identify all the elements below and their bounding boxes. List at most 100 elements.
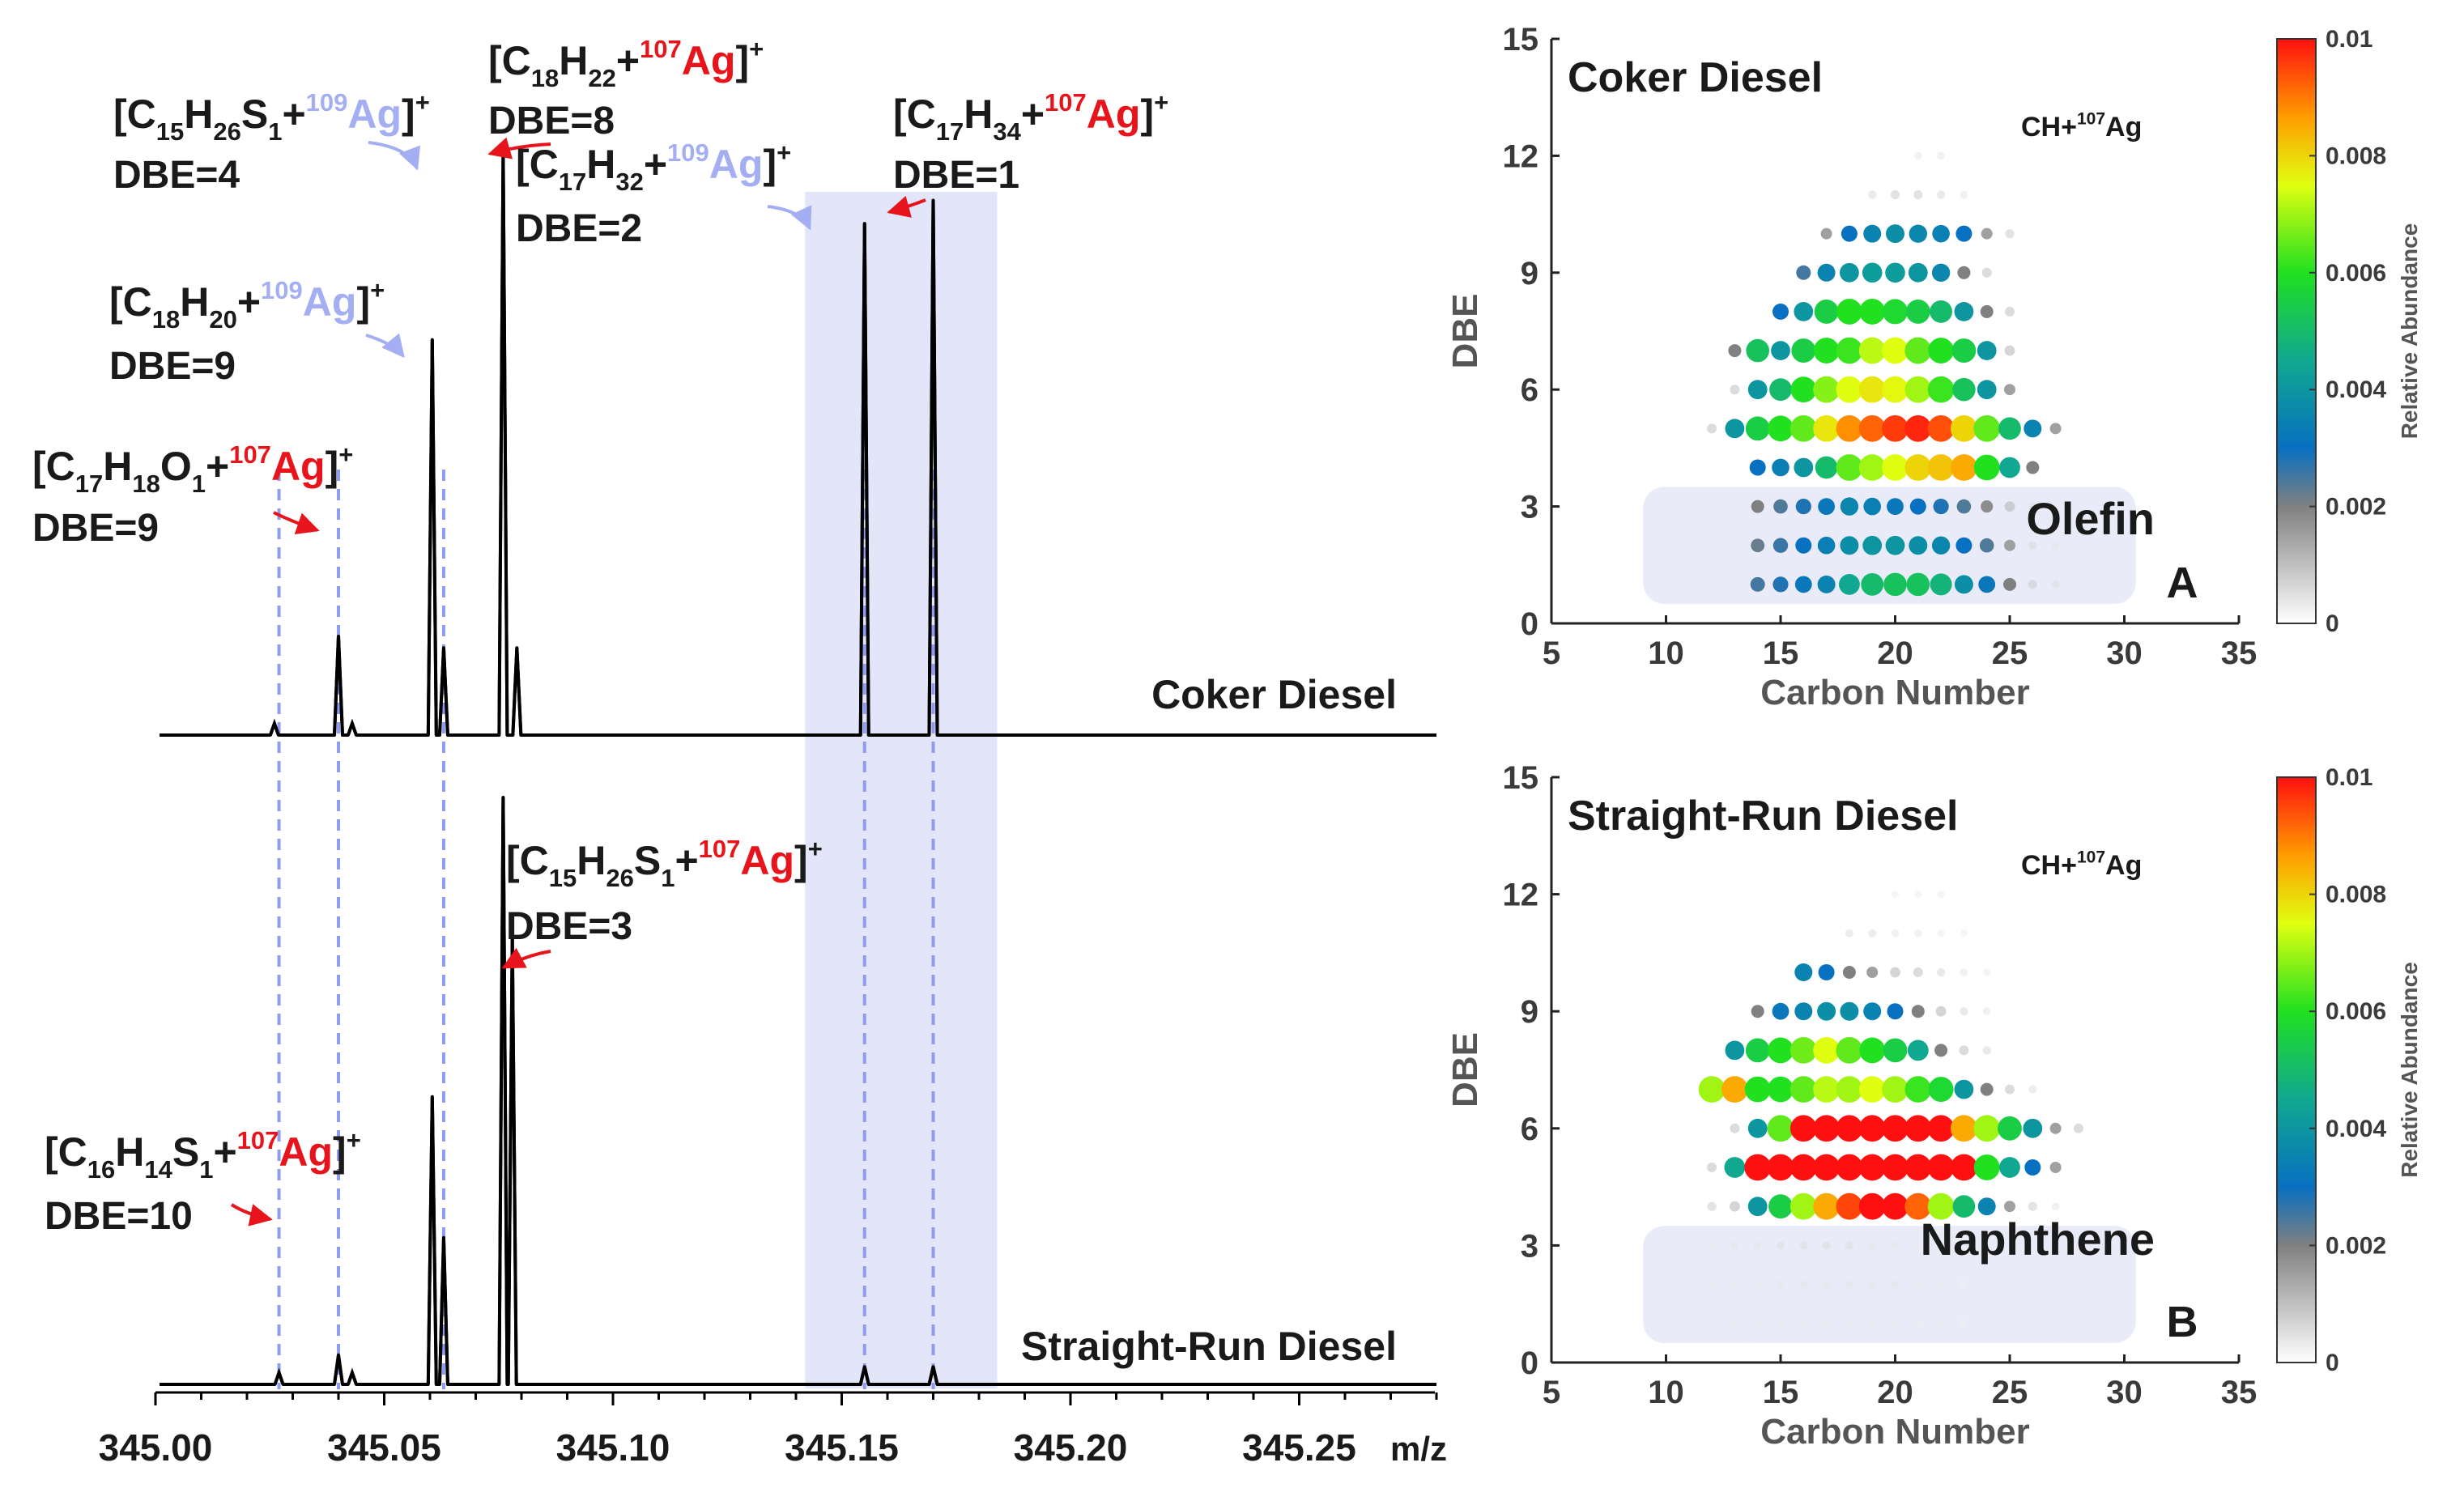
abundance-bubble — [1868, 1280, 1876, 1289]
y-tick-label: 12 — [1503, 138, 1539, 174]
mass-spectrum-panel: Coker Diesel Straight-Run Diesel 345.00 345… — [32, 35, 1447, 1469]
peak-annotation-dbe: DBE=8 — [488, 100, 615, 142]
spectrum-trace — [160, 796, 1436, 1386]
label-part: H — [115, 1129, 144, 1175]
annotation-arrow — [487, 137, 551, 159]
abundance-bubble — [1930, 300, 1953, 323]
abundance-bubble — [1886, 224, 1904, 244]
y-tick-label: 6 — [1521, 372, 1538, 408]
label-part: + — [237, 279, 261, 325]
colorbar-tick-label: 0.006 — [2326, 260, 2386, 287]
y-axis-title: DBE — [1445, 1032, 1485, 1107]
x-axis-title: Carbon Number — [1760, 673, 2029, 712]
abundance-bubble — [2005, 229, 2015, 239]
label-part: 26 — [606, 864, 633, 892]
abundance-bubble — [1957, 266, 1971, 279]
abundance-bubble — [1936, 967, 1946, 977]
abundance-bubble — [1960, 968, 1968, 976]
label-part: CH+ — [2021, 112, 2077, 142]
abundance-bubble — [1789, 1115, 1817, 1142]
abundance-bubble — [1744, 1076, 1771, 1103]
abundance-bubble — [1956, 499, 1972, 514]
peak-annotation-dbe: DBE=3 — [506, 905, 632, 948]
abundance-bubble — [2004, 1201, 2015, 1213]
abundance-bubble — [1937, 1320, 1945, 1328]
abundance-bubble — [1815, 456, 1838, 479]
label-part: ] — [1140, 91, 1154, 137]
label-part: + — [347, 1126, 361, 1154]
label-part: H — [964, 91, 993, 137]
abundance-bubble — [1744, 1154, 1772, 1181]
abundance-bubble — [1891, 929, 1900, 937]
label-part: 107 — [1045, 88, 1087, 117]
abundance-bubble — [1728, 344, 1742, 358]
abundance-bubble — [1932, 224, 1950, 243]
label-part: 1 — [268, 117, 282, 146]
abundance-bubble — [1747, 380, 1768, 400]
abundance-bubble — [1840, 536, 1859, 555]
colorbar-tick-label: 0.002 — [2326, 494, 2386, 521]
abundance-bubble — [1730, 1201, 1740, 1212]
abundance-bubble — [2028, 502, 2037, 511]
y-tick-label: 0 — [1521, 606, 1538, 642]
abundance-bubble — [1836, 337, 1863, 364]
label-part: + — [213, 1129, 236, 1175]
abundance-bubble — [1977, 341, 1997, 360]
abundance-bubble — [1904, 376, 1932, 403]
abundance-bubble — [1822, 1280, 1831, 1289]
abundance-bubble — [1859, 1037, 1886, 1064]
abundance-bubble — [1904, 337, 1932, 364]
abundance-bubble — [1960, 929, 1968, 937]
colorbar-tick-label: 0.01 — [2326, 764, 2373, 791]
label-part: 15 — [156, 117, 184, 146]
abundance-bubble — [1840, 1001, 1859, 1021]
abundance-bubble — [1858, 1154, 1886, 1181]
label-part: ] — [735, 38, 749, 83]
abundance-bubble — [1914, 1320, 1922, 1328]
abundance-bubble — [2051, 541, 2060, 550]
label-part: 107 — [237, 1126, 279, 1154]
abundance-bubble — [1859, 299, 1886, 325]
abundance-bubble — [2049, 1162, 2062, 1173]
label-part: [C — [32, 444, 75, 489]
abundance-bubble — [1724, 1157, 1746, 1178]
y-axis-title: DBE — [1445, 294, 1485, 369]
x-tick-label: 5 — [1543, 636, 1560, 671]
abundance-bubble — [1882, 1154, 1909, 1181]
abundance-bubble — [1836, 454, 1863, 481]
label-part: + — [206, 444, 229, 489]
abundance-bubble — [1836, 376, 1863, 403]
abundance-bubble — [1868, 1320, 1876, 1328]
abundance-bubble — [1789, 1037, 1817, 1064]
label-part: 107 — [2077, 110, 2105, 129]
abundance-bubble — [1890, 967, 1900, 978]
label-part: + — [370, 276, 385, 304]
abundance-bubble — [1954, 575, 1973, 594]
colorbar — [2276, 38, 2317, 624]
abundance-bubble — [1799, 1320, 1807, 1328]
spectrum-peak — [347, 718, 358, 736]
abundance-bubble — [1914, 1281, 1922, 1289]
abundance-bubble — [2049, 1122, 2062, 1134]
label-part: Ag — [279, 1129, 333, 1175]
y-tick-label: 0 — [1521, 1346, 1538, 1381]
abundance-bubble — [2028, 541, 2037, 550]
abundance-bubble — [1931, 263, 1951, 282]
abundance-bubble — [1725, 1040, 1745, 1061]
spectrum-peak — [858, 223, 870, 736]
abundance-bubble — [1698, 1076, 1726, 1103]
label-part: Ag — [271, 444, 326, 489]
label-part: ] — [794, 838, 808, 883]
abundance-bubble — [1858, 337, 1886, 364]
abundance-bubble — [2004, 501, 2015, 512]
abundance-bubble — [1952, 377, 1976, 402]
abundance-bubble — [1904, 454, 1932, 481]
abundance-bubble — [1789, 1154, 1817, 1181]
abundance-bubble — [1817, 1001, 1836, 1021]
abundance-bubble — [1937, 1281, 1945, 1289]
peak-annotation-dbe: DBE=4 — [113, 154, 240, 197]
abundance-bubble — [1777, 1280, 1785, 1289]
abundance-bubble — [1927, 1193, 1955, 1220]
peak-annotation-formula: [C15H26S1+107Ag]+ — [506, 835, 823, 892]
abundance-bubble — [1751, 1005, 1764, 1018]
